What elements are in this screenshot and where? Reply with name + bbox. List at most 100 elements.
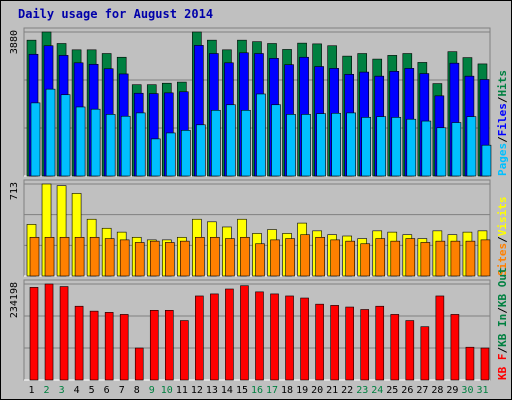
chart-title: Daily usage for August 2014	[18, 7, 213, 21]
bar-sites	[104, 238, 115, 277]
bar-sites	[149, 240, 160, 277]
bar-kbytes	[420, 326, 430, 381]
legend-item: /	[496, 96, 509, 103]
day-label: 16	[251, 385, 263, 396]
legend-bottom: KB F/KB In/KB Out	[496, 267, 509, 380]
bar-kbytes	[104, 312, 114, 381]
bar-kbytes	[240, 285, 249, 381]
day-label: 12	[191, 385, 203, 396]
day-label: 10	[161, 385, 173, 396]
day-label: 14	[221, 385, 233, 396]
bar-kbytes	[450, 314, 460, 381]
bar-kbytes	[315, 303, 324, 381]
day-label: 13	[206, 385, 218, 396]
day-label: 25	[386, 385, 398, 396]
y-max-label-bottom: 234198	[9, 282, 20, 318]
x-axis-labels: 1 2 3 4 5 6 7 8 9 10 11 12 13 14 15 16 17 18 19 20 21 22 23 24 2…	[29, 385, 489, 396]
bar-kbytes	[330, 305, 339, 381]
bar-pages	[165, 132, 176, 177]
bar-sites	[375, 238, 386, 277]
bar-sites	[134, 242, 145, 277]
legend-item: /	[496, 136, 509, 143]
chart-panels: 3880Pages/Files/Hits713Sites/Visits23419…	[9, 27, 509, 396]
bar-sites	[435, 240, 446, 277]
bar-sites	[195, 236, 205, 277]
bar-kbytes	[164, 310, 174, 381]
bar-sites	[59, 236, 70, 277]
bar-pages	[406, 118, 417, 177]
day-label: 27	[416, 385, 428, 396]
day-label: 3	[59, 385, 65, 396]
bar-pages	[376, 116, 387, 177]
bar-kbytes	[44, 283, 54, 381]
day-label: 9	[149, 385, 155, 396]
day-label: 11	[176, 385, 188, 396]
bar-kbytes	[89, 310, 99, 381]
bar-pages	[451, 122, 462, 177]
bar-pages	[150, 138, 161, 177]
bar-pages	[316, 113, 326, 177]
bar-sites	[210, 236, 220, 277]
bar-kbytes	[405, 320, 415, 381]
day-label: 30	[461, 385, 473, 396]
bar-sites	[44, 236, 55, 277]
bar-pages	[241, 110, 251, 177]
day-label: 29	[446, 385, 458, 396]
day-label: 15	[236, 385, 248, 396]
bar-pages	[211, 110, 221, 177]
bar-pages	[120, 115, 131, 177]
day-label: 20	[311, 385, 323, 396]
bar-pages	[466, 116, 477, 177]
bar-pages	[105, 114, 116, 177]
bar-kbytes	[134, 347, 144, 381]
day-label: 1	[29, 385, 35, 396]
bar-pages	[45, 88, 56, 177]
bar-kbytes	[59, 286, 69, 381]
bar-kbytes	[74, 305, 84, 381]
bar-sites	[29, 236, 40, 277]
legend-item: Pages	[496, 143, 509, 176]
panel-bottom: 234198 KB F/KB In/KB Out	[9, 267, 509, 381]
day-label: 6	[104, 385, 110, 396]
bar-pages	[421, 120, 432, 177]
bar-sites	[420, 242, 431, 277]
bar-sites	[300, 234, 310, 277]
bar-kbytes	[29, 287, 39, 381]
bar-kbytes	[345, 306, 354, 381]
bar-kbytes	[435, 295, 445, 381]
day-label: 7	[119, 385, 125, 396]
bar-kbytes	[360, 309, 370, 381]
bar-sites	[360, 243, 371, 277]
bar-pages	[346, 112, 356, 177]
panel-middle: 713 Sites/Visits	[9, 179, 509, 277]
bar-kbytes	[300, 297, 309, 381]
legend-item: Sites	[496, 243, 509, 276]
bar-pages	[90, 108, 101, 177]
day-label: 22	[341, 385, 353, 396]
bar-sites	[465, 240, 476, 277]
legend-top: Pages/Files/Hits	[496, 70, 509, 176]
bar-sites	[405, 238, 416, 277]
day-label: 2	[44, 385, 50, 396]
bar-sites	[270, 239, 280, 277]
bar-sites	[330, 239, 340, 277]
bar-kbytes	[119, 314, 129, 381]
bar-sites	[480, 239, 491, 277]
day-label: 19	[296, 385, 308, 396]
bar-pages	[436, 127, 447, 177]
bar-kbytes	[149, 310, 159, 381]
day-label: 8	[134, 385, 140, 396]
bar-kbytes	[465, 346, 475, 381]
bar-pages	[331, 112, 341, 177]
day-label: 26	[401, 385, 413, 396]
bar-sites	[89, 236, 100, 277]
bar-kbytes	[480, 347, 490, 381]
bar-sites	[450, 240, 461, 277]
day-label: 21	[326, 385, 338, 396]
bar-pages	[256, 93, 266, 177]
bar-kbytes	[285, 295, 294, 381]
legend-item: /	[496, 347, 509, 354]
bar-kbytes	[375, 305, 385, 381]
legend-item: Visits	[496, 197, 509, 237]
bar-pages	[361, 117, 372, 177]
